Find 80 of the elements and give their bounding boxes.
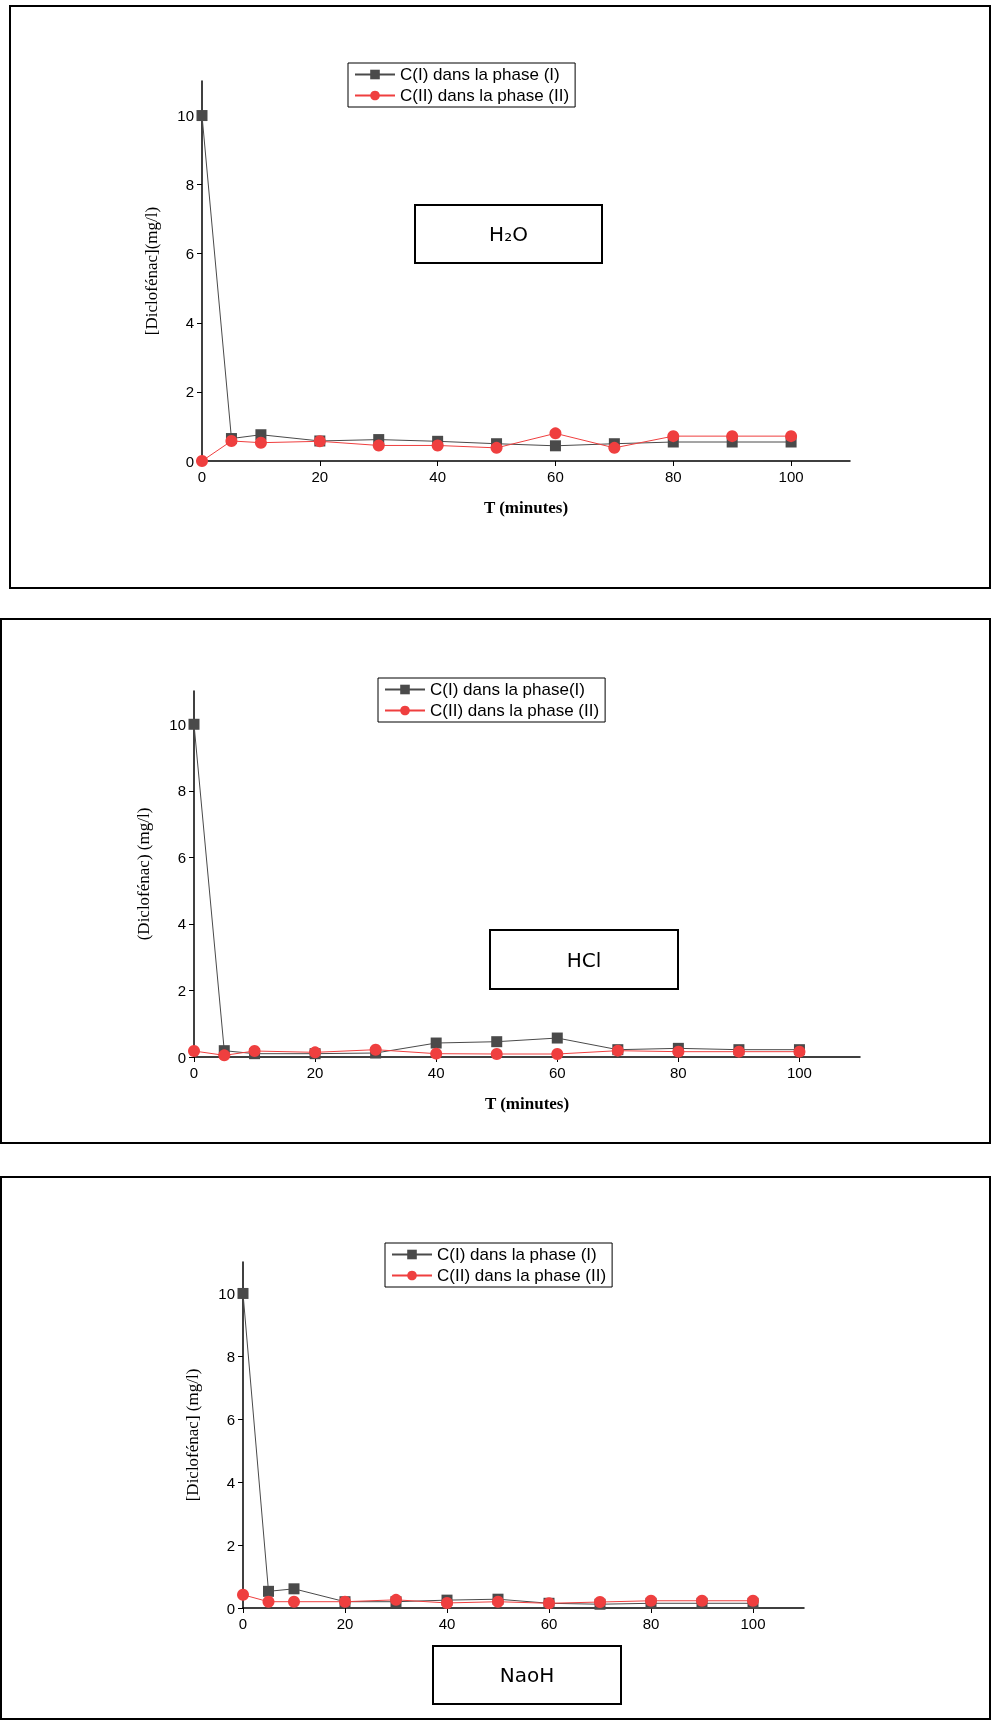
- x-tick-label: 100: [778, 468, 804, 485]
- point: [551, 1048, 564, 1060]
- y-tick-label: 8: [226, 1347, 235, 1365]
- point: [726, 430, 739, 443]
- point: [188, 718, 200, 730]
- x-tick-label: 60: [548, 1064, 566, 1081]
- y-tick-label: 8: [185, 176, 194, 194]
- point: [369, 1043, 382, 1056]
- y-tick-label: 6: [226, 1410, 235, 1428]
- text-box: HCl: [489, 929, 679, 990]
- legend-label: C(II) dans la phase (II): [437, 1266, 607, 1285]
- x-tick-label: 40: [438, 1615, 456, 1632]
- x-tick-label: 60: [547, 468, 564, 485]
- x-tick-label: 100: [786, 1064, 812, 1081]
- annotation: H₂O: [489, 222, 528, 246]
- point: [196, 455, 208, 467]
- x-axis-title: T (minutes): [484, 1094, 570, 1113]
- x-tick-label: 80: [670, 1064, 687, 1081]
- point: [608, 441, 621, 454]
- x-tick-label: 40: [429, 468, 446, 485]
- annotation: HCl: [566, 947, 602, 972]
- y-tick-label: 2: [185, 383, 194, 401]
- y-axis-title: [Diclofénac] (mg/l): [183, 1368, 202, 1502]
- y-tick-label: 10: [177, 107, 194, 125]
- x-tick-label: 20: [336, 1615, 354, 1632]
- y-axis-title: (Diclofénac) (mg/l): [134, 807, 153, 941]
- x-tick-label: 40: [427, 1064, 445, 1081]
- y-tick-label: 6: [185, 245, 194, 263]
- point: [288, 1595, 300, 1608]
- y-tick-label: 2: [177, 981, 186, 999]
- point: [237, 1588, 249, 1601]
- y-tick-label: 2: [226, 1536, 235, 1554]
- y-tick-label: 0: [226, 1599, 235, 1617]
- point: [237, 1287, 249, 1299]
- point: [254, 436, 267, 449]
- point: [263, 1585, 274, 1597]
- point: [551, 1032, 563, 1044]
- point: [262, 1595, 275, 1608]
- x-tick-label: 0: [197, 468, 207, 485]
- point: [188, 1045, 200, 1058]
- point: [490, 441, 503, 454]
- y-tick-label: 4: [177, 915, 186, 933]
- point: [372, 439, 385, 452]
- point: [549, 427, 562, 440]
- point: [549, 440, 561, 452]
- x-tick-label: 60: [540, 1615, 558, 1632]
- y-tick-label: 0: [185, 452, 194, 470]
- point: [196, 110, 208, 122]
- y-tick-label: 10: [218, 1284, 235, 1302]
- point: [218, 1049, 231, 1062]
- x-tick-label: 20: [306, 1064, 324, 1081]
- point: [288, 1583, 300, 1595]
- x-tick-label: 0: [238, 1615, 248, 1632]
- legend-label: C(II) dans la phase (II): [430, 701, 600, 720]
- y-tick-label: 10: [169, 715, 186, 733]
- point: [672, 1045, 685, 1058]
- y-tick-label: 4: [185, 314, 194, 332]
- x-tick-label: 80: [664, 468, 682, 485]
- y-tick-label: 8: [177, 782, 186, 800]
- point: [490, 1048, 503, 1060]
- y-axis-title: [Diclofénac](mg/l): [142, 206, 161, 336]
- legend-label: C(I) dans la phase(I): [430, 680, 585, 699]
- point: [430, 1037, 442, 1049]
- legend-label: C(I) dans la phase (I): [437, 1245, 597, 1264]
- legend-label: C(I) dans la phase (I): [400, 65, 560, 84]
- text-box: NaoH: [432, 1645, 622, 1705]
- x-tick-label: 100: [740, 1615, 766, 1632]
- point: [491, 1036, 503, 1048]
- legend-label: C(II) dans la phase (II): [400, 86, 570, 105]
- y-tick-label: 6: [177, 848, 186, 866]
- x-axis-title: T (minutes): [483, 498, 569, 517]
- x-tick-label: 20: [311, 468, 329, 485]
- y-tick-label: 4: [226, 1473, 235, 1491]
- y-tick-label: 0: [177, 1048, 186, 1066]
- point: [431, 439, 444, 452]
- point: [667, 430, 680, 443]
- point: [785, 430, 798, 443]
- text-box: H₂O: [414, 204, 603, 264]
- point: [430, 1047, 443, 1060]
- x-tick-label: 80: [642, 1615, 660, 1632]
